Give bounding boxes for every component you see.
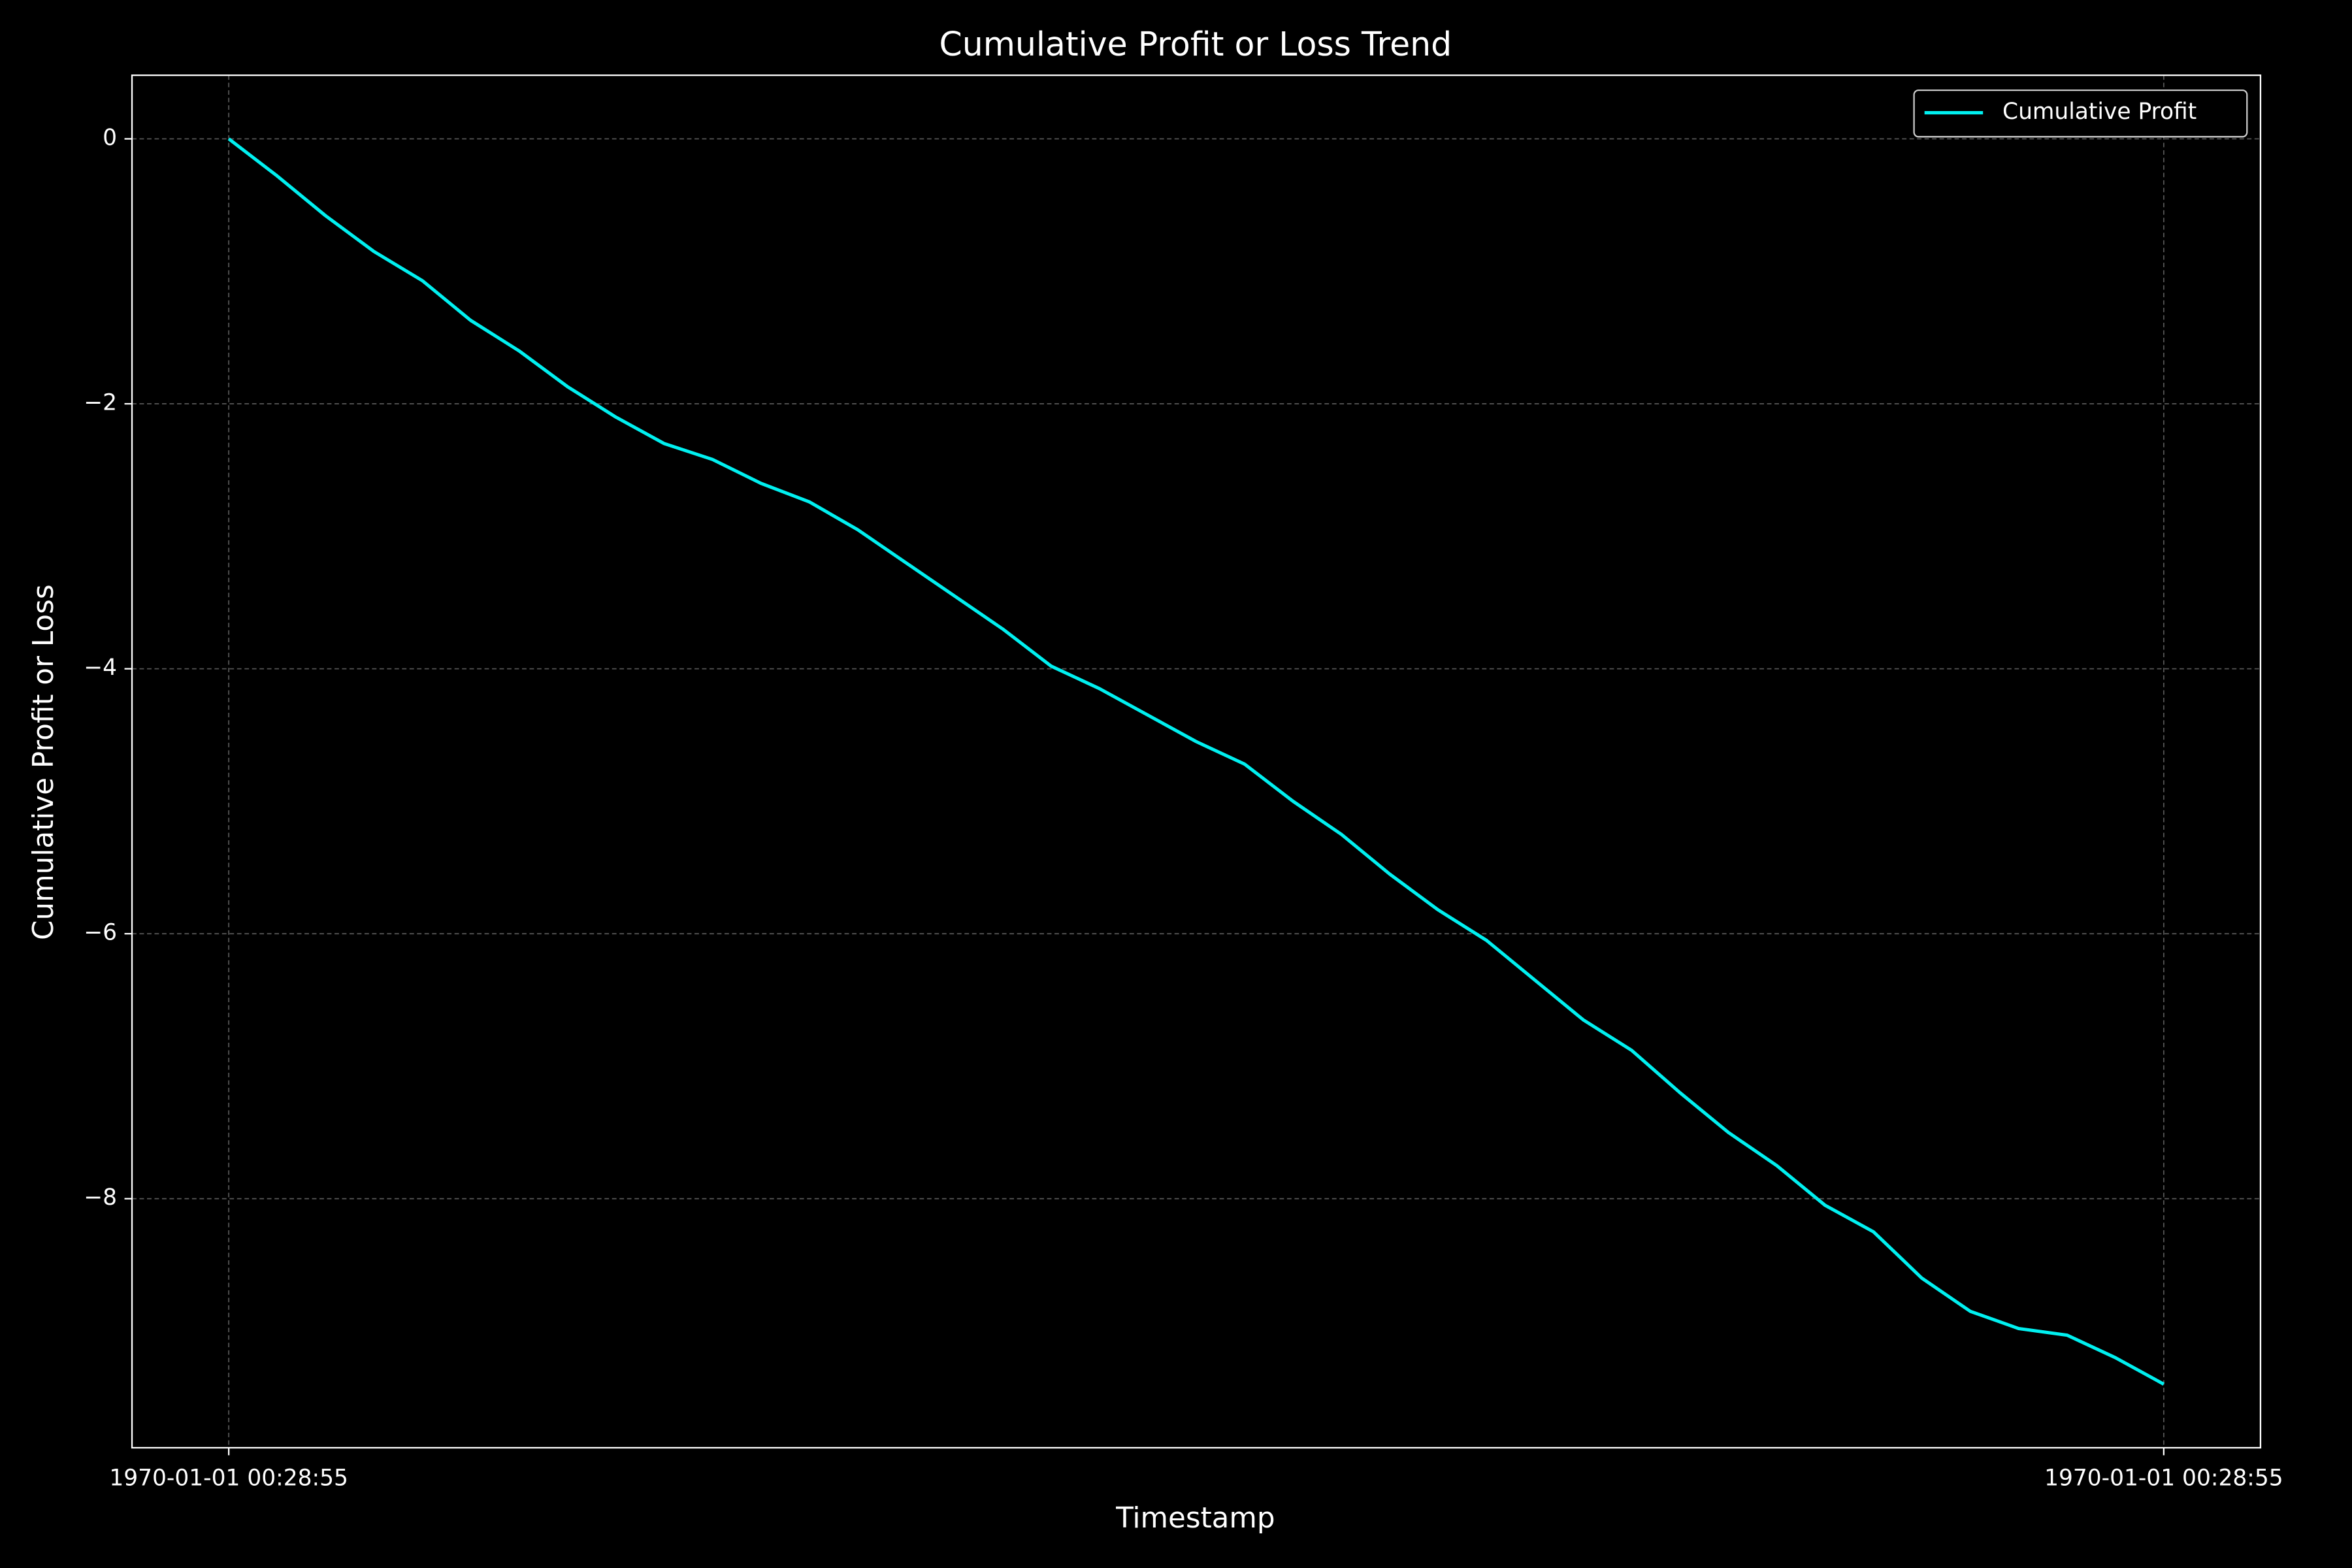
y-tick-label: −2 (84, 390, 117, 416)
y-tick-label: −8 (84, 1184, 117, 1211)
legend-box (1913, 89, 2248, 138)
x-axis-label: Timestamp (1115, 1502, 1275, 1535)
data-line (227, 137, 2165, 1386)
plot-frame (131, 74, 2262, 1449)
x-tick-label: 1970-01-01 00:28:55 (109, 1465, 348, 1492)
y-tick-label: −4 (84, 655, 117, 681)
y-axis-label: Cumulative Profit or Loss (27, 584, 60, 940)
y-tick-label: 0 (103, 125, 117, 151)
x-tick-label: 1970-01-01 00:28:55 (2044, 1465, 2283, 1492)
y-tick-label: −6 (84, 920, 117, 946)
legend-label: Cumulative Profit (2002, 99, 2197, 125)
chart-title: Cumulative Profit or Loss Trend (939, 25, 1452, 63)
